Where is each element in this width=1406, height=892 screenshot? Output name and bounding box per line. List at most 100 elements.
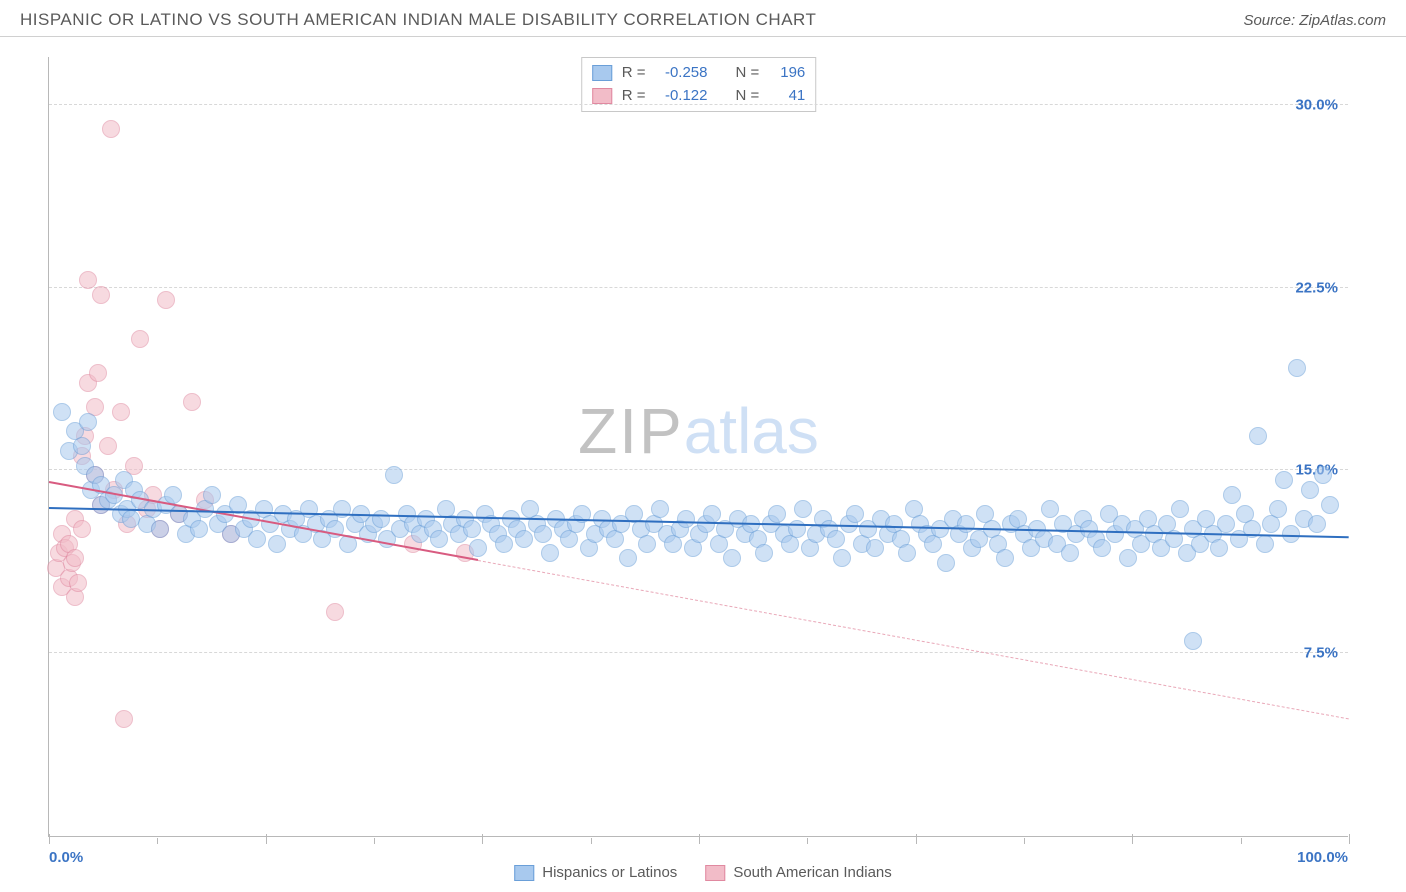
gridline	[49, 469, 1348, 470]
data-point	[1223, 486, 1241, 504]
data-point	[183, 393, 201, 411]
data-point	[463, 520, 481, 538]
data-point	[79, 413, 97, 431]
data-point	[827, 530, 845, 548]
data-point	[788, 520, 806, 538]
legend-label: Hispanics or Latinos	[542, 864, 677, 881]
data-point	[703, 505, 721, 523]
data-point	[66, 549, 84, 567]
data-point	[677, 510, 695, 528]
legend-swatch	[592, 65, 612, 81]
data-point	[151, 520, 169, 538]
gridline	[49, 104, 1348, 105]
data-point	[495, 535, 513, 553]
data-point	[638, 535, 656, 553]
data-point	[1308, 515, 1326, 533]
x-tick	[374, 838, 375, 844]
data-point	[115, 710, 133, 728]
data-point	[89, 364, 107, 382]
data-point	[372, 510, 390, 528]
data-point	[1184, 632, 1202, 650]
data-point	[768, 505, 786, 523]
x-tick	[482, 834, 483, 844]
data-point	[102, 120, 120, 138]
data-point	[1321, 496, 1339, 514]
chart-source: Source: ZipAtlas.com	[1243, 12, 1386, 29]
legend-label: South American Indians	[733, 864, 891, 881]
data-point	[833, 549, 851, 567]
data-point	[79, 271, 97, 289]
x-tick	[266, 834, 267, 844]
data-point	[112, 403, 130, 421]
watermark-atlas: atlas	[684, 395, 819, 467]
data-point	[326, 603, 344, 621]
data-point	[1314, 466, 1332, 484]
data-point	[755, 544, 773, 562]
data-point	[1256, 535, 1274, 553]
watermark: ZIPatlas	[578, 394, 819, 468]
x-tick	[699, 834, 700, 844]
data-point	[1288, 359, 1306, 377]
legend-item: South American Indians	[705, 864, 891, 881]
series-legend: Hispanics or Latinos South American India…	[514, 864, 892, 881]
data-point	[846, 505, 864, 523]
data-point	[99, 437, 117, 455]
legend-item: Hispanics or Latinos	[514, 864, 677, 881]
n-label: N =	[736, 62, 760, 85]
plot-region: ZIPatlas R =-0.258N =196R =-0.122N =41 7…	[48, 57, 1348, 837]
gridline	[49, 287, 1348, 288]
data-point	[1249, 427, 1267, 445]
watermark-zip: ZIP	[578, 395, 684, 467]
data-point	[794, 500, 812, 518]
data-point	[1269, 500, 1287, 518]
data-point	[430, 530, 448, 548]
data-point	[268, 535, 286, 553]
x-tick	[1241, 838, 1242, 844]
r-label: R =	[622, 62, 646, 85]
data-point	[534, 525, 552, 543]
x-tick	[916, 834, 917, 844]
data-point	[1061, 544, 1079, 562]
data-point	[203, 486, 221, 504]
data-point	[1093, 539, 1111, 557]
data-point	[157, 291, 175, 309]
data-point	[1301, 481, 1319, 499]
x-tick	[49, 834, 50, 844]
data-point	[619, 549, 637, 567]
n-value: 196	[769, 62, 805, 85]
trend-line	[478, 560, 1349, 719]
x-tick-label: 0.0%	[49, 849, 83, 866]
data-point	[469, 539, 487, 557]
data-point	[1210, 539, 1228, 557]
data-point	[957, 515, 975, 533]
data-point	[898, 544, 916, 562]
data-point	[1282, 525, 1300, 543]
x-tick-label: 100.0%	[1297, 849, 1348, 866]
data-point	[866, 539, 884, 557]
data-point	[164, 486, 182, 504]
data-point	[92, 286, 110, 304]
chart-area: Male Disability ZIPatlas R =-0.258N =196…	[0, 37, 1406, 887]
data-point	[515, 530, 533, 548]
chart-title: HISPANIC OR LATINO VS SOUTH AMERICAN IND…	[20, 10, 816, 30]
data-point	[723, 549, 741, 567]
x-tick	[1024, 838, 1025, 844]
x-tick	[157, 838, 158, 844]
x-tick	[591, 838, 592, 844]
data-point	[69, 574, 87, 592]
stats-row: R = -0.258 N = 196	[592, 62, 806, 85]
data-point	[1217, 515, 1235, 533]
data-point	[1041, 500, 1059, 518]
data-point	[1171, 500, 1189, 518]
legend-swatch	[592, 88, 612, 104]
data-point	[996, 549, 1014, 567]
y-tick-label: 30.0%	[1295, 96, 1338, 113]
data-point	[53, 403, 71, 421]
legend-swatch	[705, 865, 725, 881]
y-tick-label: 22.5%	[1295, 279, 1338, 296]
data-point	[385, 466, 403, 484]
r-value: -0.258	[656, 62, 708, 85]
data-point	[1275, 471, 1293, 489]
gridline	[49, 652, 1348, 653]
y-tick-label: 7.5%	[1304, 645, 1338, 662]
